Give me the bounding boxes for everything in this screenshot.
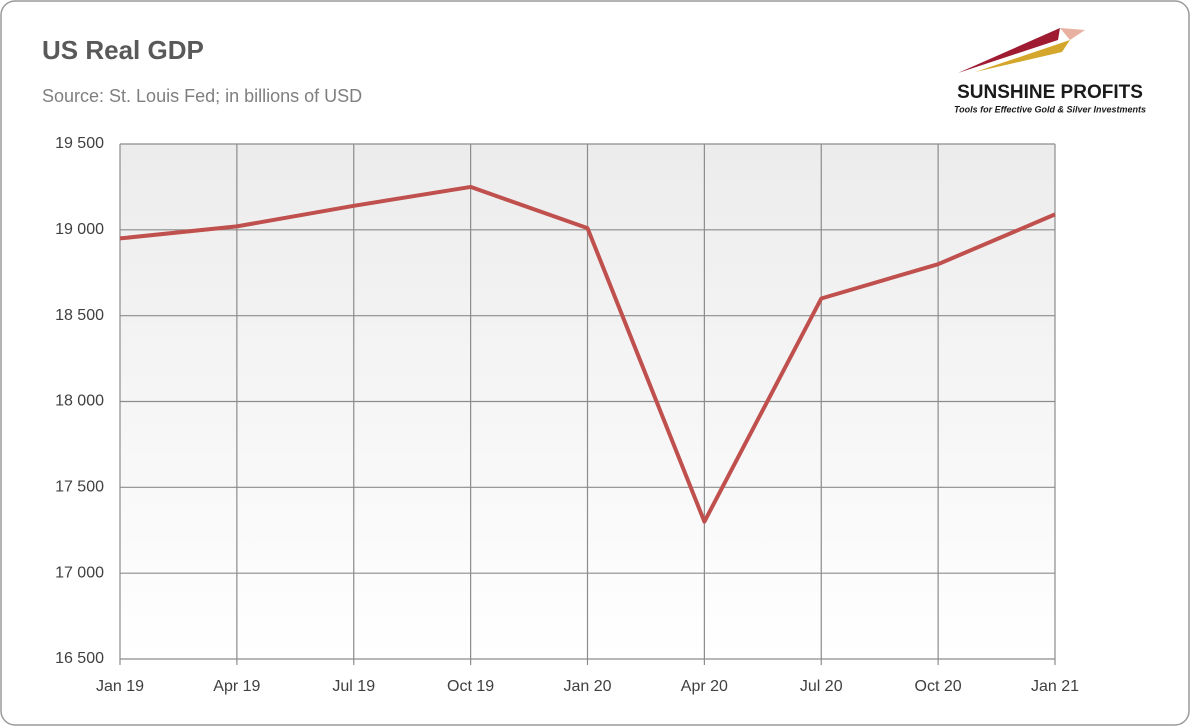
y-tick-label: 16 500: [55, 650, 104, 667]
data-line: [119, 184, 1056, 524]
logo-tagline: Tools for Effective Gold & Silver Invest…: [954, 104, 1146, 114]
x-tick-label: Jan 20: [563, 678, 611, 695]
x-tick-label: Jan 19: [96, 678, 144, 695]
x-tick-label: Oct 20: [915, 678, 962, 695]
x-tick-label: Apr 19: [213, 678, 260, 695]
y-tick-label: 18 000: [55, 393, 104, 410]
y-tick-label: 17 000: [55, 564, 104, 581]
logo-name: SUNSHINE PROFITS: [957, 82, 1143, 103]
chart-subtitle: Source: St. Louis Fed; in billions of US…: [42, 86, 362, 106]
y-tick-label: 17 500: [55, 479, 104, 496]
logo-swoosh: [975, 40, 1070, 72]
x-tick-label: Jul 19: [332, 678, 375, 695]
chart-title: US Real GDP: [42, 35, 204, 65]
x-tick-label: Jul 20: [800, 678, 843, 695]
x-tick-label: Oct 19: [447, 678, 494, 695]
y-tick-label: 19 500: [55, 135, 104, 152]
y-tick-label: 18 500: [55, 307, 104, 324]
logo: SUNSHINE PROFITS Tools for Effective Gol…: [954, 28, 1146, 114]
y-tick-label: 19 000: [55, 221, 104, 238]
x-tick-label: Jan 21: [1031, 678, 1079, 695]
x-tick-label: Apr 20: [681, 678, 728, 695]
logo-swoosh: [958, 28, 1060, 73]
logo-swoosh: [1060, 28, 1085, 40]
